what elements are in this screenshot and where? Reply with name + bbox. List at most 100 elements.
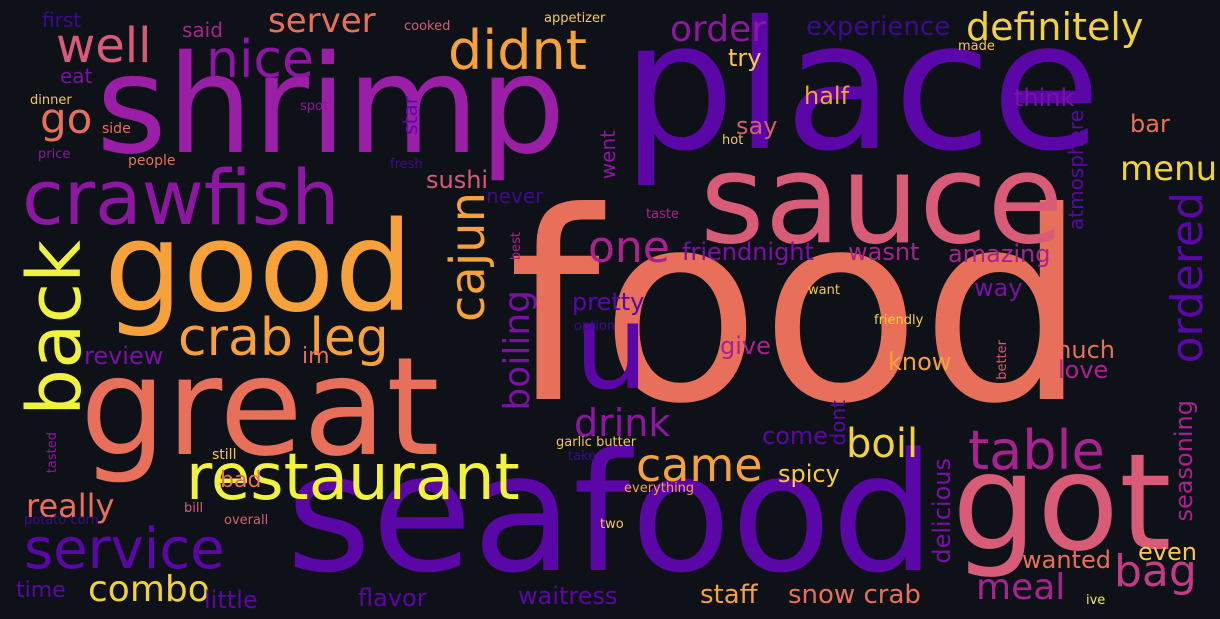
word-back: back (12, 240, 98, 416)
word-made: made (958, 39, 995, 54)
word-boil: boil (846, 421, 919, 467)
word-tasted: tasted (45, 432, 60, 474)
word-experience: experience (806, 12, 951, 42)
word-meal: meal (976, 567, 1066, 608)
word-price: price (38, 147, 71, 162)
word-service: service (24, 517, 225, 582)
word-taste: taste (646, 207, 679, 222)
word-spot: spot (300, 99, 329, 114)
word-seasoning: seasoning (1170, 400, 1198, 522)
word-eat: eat (60, 64, 93, 88)
word-place: place (622, 0, 1101, 190)
word-first: first (42, 8, 82, 32)
word-know: know (888, 348, 952, 376)
word-shrimp: shrimp (96, 27, 566, 185)
word-review: review (84, 342, 164, 370)
word-waitress: waitress (518, 582, 618, 610)
word-half: half (804, 82, 850, 110)
word-crawfish: crawfish (22, 153, 340, 242)
word-best: best (509, 232, 524, 261)
word-food: food (508, 156, 1088, 461)
word-nice: nice (206, 30, 314, 90)
word-friendnight: friendnight (682, 238, 814, 266)
word-u: u (574, 278, 649, 416)
word-order: order (670, 9, 766, 50)
word-bar: bar (1130, 110, 1170, 138)
word-table: table (968, 419, 1105, 482)
word-sauce: sauce (700, 128, 1064, 272)
word-seafood: seafood (286, 418, 936, 609)
word-star: star (398, 96, 422, 135)
word-drink: drink (574, 401, 671, 445)
word-im: im (302, 344, 330, 369)
word-fresh: fresh (390, 157, 423, 172)
word-cajun: cajun (440, 192, 496, 322)
word-still: still (212, 447, 237, 463)
word-come: come (762, 422, 829, 450)
word-cooked: cooked (404, 19, 451, 34)
word-wanted: wanted (1022, 546, 1111, 574)
word-server: server (268, 1, 376, 41)
word-much: much (1048, 336, 1115, 364)
word-hot: hot (722, 133, 744, 148)
word-pretty: pretty (572, 288, 645, 316)
word-never: never (486, 184, 544, 208)
word-crab-leg: crab leg (178, 308, 389, 368)
word-said: said (182, 18, 223, 42)
word-sushi: sushi (426, 166, 489, 194)
word-way: way (974, 274, 1023, 302)
word-people: people (128, 153, 176, 169)
word-really: really (26, 487, 115, 525)
word-give: give (720, 332, 771, 360)
word-wasnt: wasnt (848, 238, 920, 266)
word-bad: bad (220, 468, 262, 493)
word-got: got (952, 425, 1172, 581)
word-dont: dont (826, 400, 850, 446)
word-definitely: definitely (966, 5, 1144, 49)
word-say: say (736, 112, 778, 140)
word-think: think (1014, 84, 1075, 112)
word-everything: everything (624, 481, 695, 496)
word-snow-crab: snow crab (788, 580, 921, 610)
word-went: went (596, 130, 620, 180)
word-try: try (728, 44, 762, 72)
word-atmosphere: atmosphere (1064, 110, 1088, 230)
word-potato-corn: potato corn (24, 513, 99, 528)
word-even: even (1138, 538, 1197, 566)
word-ive: ive (1086, 593, 1106, 608)
word-menu: menu (1120, 149, 1218, 189)
word-little: little (204, 586, 258, 614)
word-friendly: friendly (874, 313, 924, 328)
word-delicious: delicious (928, 458, 956, 564)
word-came: came (636, 438, 763, 492)
word-better: better (995, 340, 1010, 380)
word-spicy: spicy (778, 460, 840, 488)
word-bag: bag (1114, 546, 1197, 597)
word-restaurant: restaurant (186, 441, 520, 515)
word-flavor: flavor (358, 584, 427, 612)
word-go: go (40, 94, 93, 143)
word-dinner: dinner (30, 93, 72, 108)
word-love: love (1058, 356, 1109, 384)
word-time: time (16, 578, 66, 603)
word-good: good (104, 196, 414, 340)
word-didnt: didnt (448, 19, 587, 82)
word-well: well (56, 18, 152, 74)
word-amazing: amazing (948, 240, 1051, 268)
word-combo: combo (88, 569, 210, 610)
word-bill: bill (184, 501, 204, 516)
word-appetizer: appetizer (544, 11, 606, 26)
word-want: want (808, 283, 840, 298)
word-staff: staff (700, 580, 758, 610)
word-overall: overall (224, 513, 269, 528)
word-one: one (588, 222, 670, 273)
word-ordered: ordered (1162, 192, 1213, 364)
word-boiling: boiling (497, 290, 538, 411)
word-great: great (80, 329, 440, 487)
word-side: side (102, 121, 131, 137)
word-take: take (568, 449, 597, 464)
word-garlic-butter: garlic butter (556, 435, 637, 450)
word-option: option (574, 319, 616, 334)
word-two: two (600, 517, 624, 532)
